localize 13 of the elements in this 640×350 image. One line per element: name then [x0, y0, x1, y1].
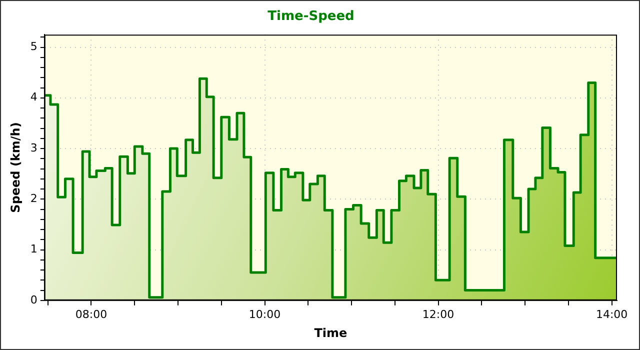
x-tick-label: 12:00	[422, 308, 454, 321]
y-tick-label: 3	[30, 141, 38, 154]
chart-title: Time-Speed	[268, 9, 354, 24]
x-tick-label: 14:00	[596, 308, 628, 321]
x-tick-label: 08:00	[75, 308, 108, 321]
y-tick-label: 5	[30, 40, 38, 54]
y-axis-title: Speed (km/h)	[8, 122, 22, 213]
x-tick-label: 10:00	[248, 308, 281, 321]
y-tick-label: 0	[30, 293, 38, 306]
y-tick-label: 4	[30, 90, 38, 104]
x-axis-title: Time	[314, 326, 348, 340]
y-tick-label: 1	[30, 242, 38, 256]
y-tick-label: 2	[30, 192, 38, 205]
